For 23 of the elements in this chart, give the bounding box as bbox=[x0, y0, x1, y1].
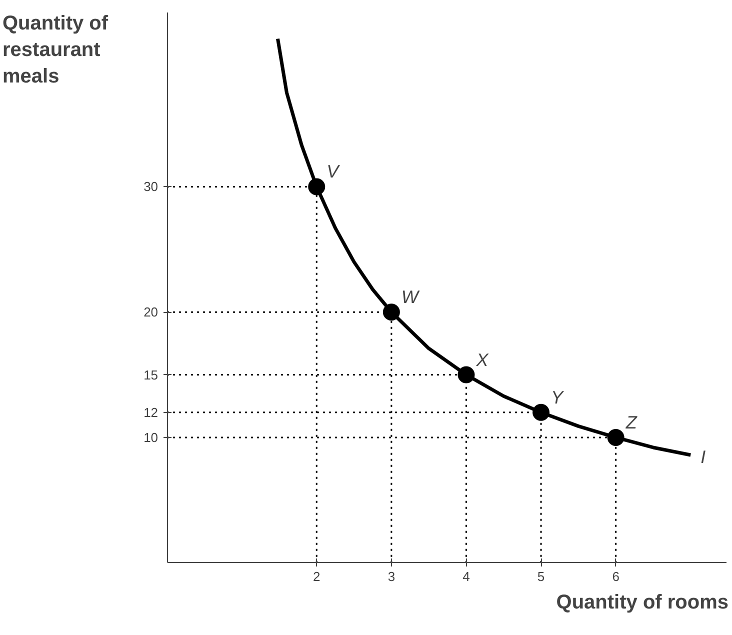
annotation: X bbox=[475, 350, 490, 370]
y-tick-label: 20 bbox=[144, 304, 158, 320]
y-tick-label: 30 bbox=[144, 179, 158, 194]
point bbox=[607, 428, 624, 446]
annotation: Z bbox=[624, 412, 638, 432]
x-tick-label: 6 bbox=[612, 568, 620, 584]
x-axis-title: Quantity of rooms bbox=[556, 592, 729, 614]
y-tick-label: 10 bbox=[144, 430, 158, 445]
x-tick-label: 4 bbox=[462, 568, 470, 584]
annotation: V bbox=[326, 162, 341, 182]
point bbox=[382, 304, 400, 321]
point bbox=[458, 366, 475, 384]
annotation: W bbox=[401, 287, 420, 308]
series-label: I bbox=[700, 447, 706, 468]
annotation: Y bbox=[551, 387, 566, 408]
x-tick-label: 5 bbox=[537, 568, 545, 584]
y-tick-label: 12 bbox=[144, 404, 158, 420]
point bbox=[532, 404, 550, 421]
x-tick-label: 2 bbox=[313, 568, 320, 584]
x-tick-label: 3 bbox=[388, 568, 396, 584]
point bbox=[308, 178, 326, 196]
y-tick-label: 15 bbox=[144, 367, 158, 382]
y-axis-title: Quantity of restaurant meals bbox=[2, 12, 108, 88]
